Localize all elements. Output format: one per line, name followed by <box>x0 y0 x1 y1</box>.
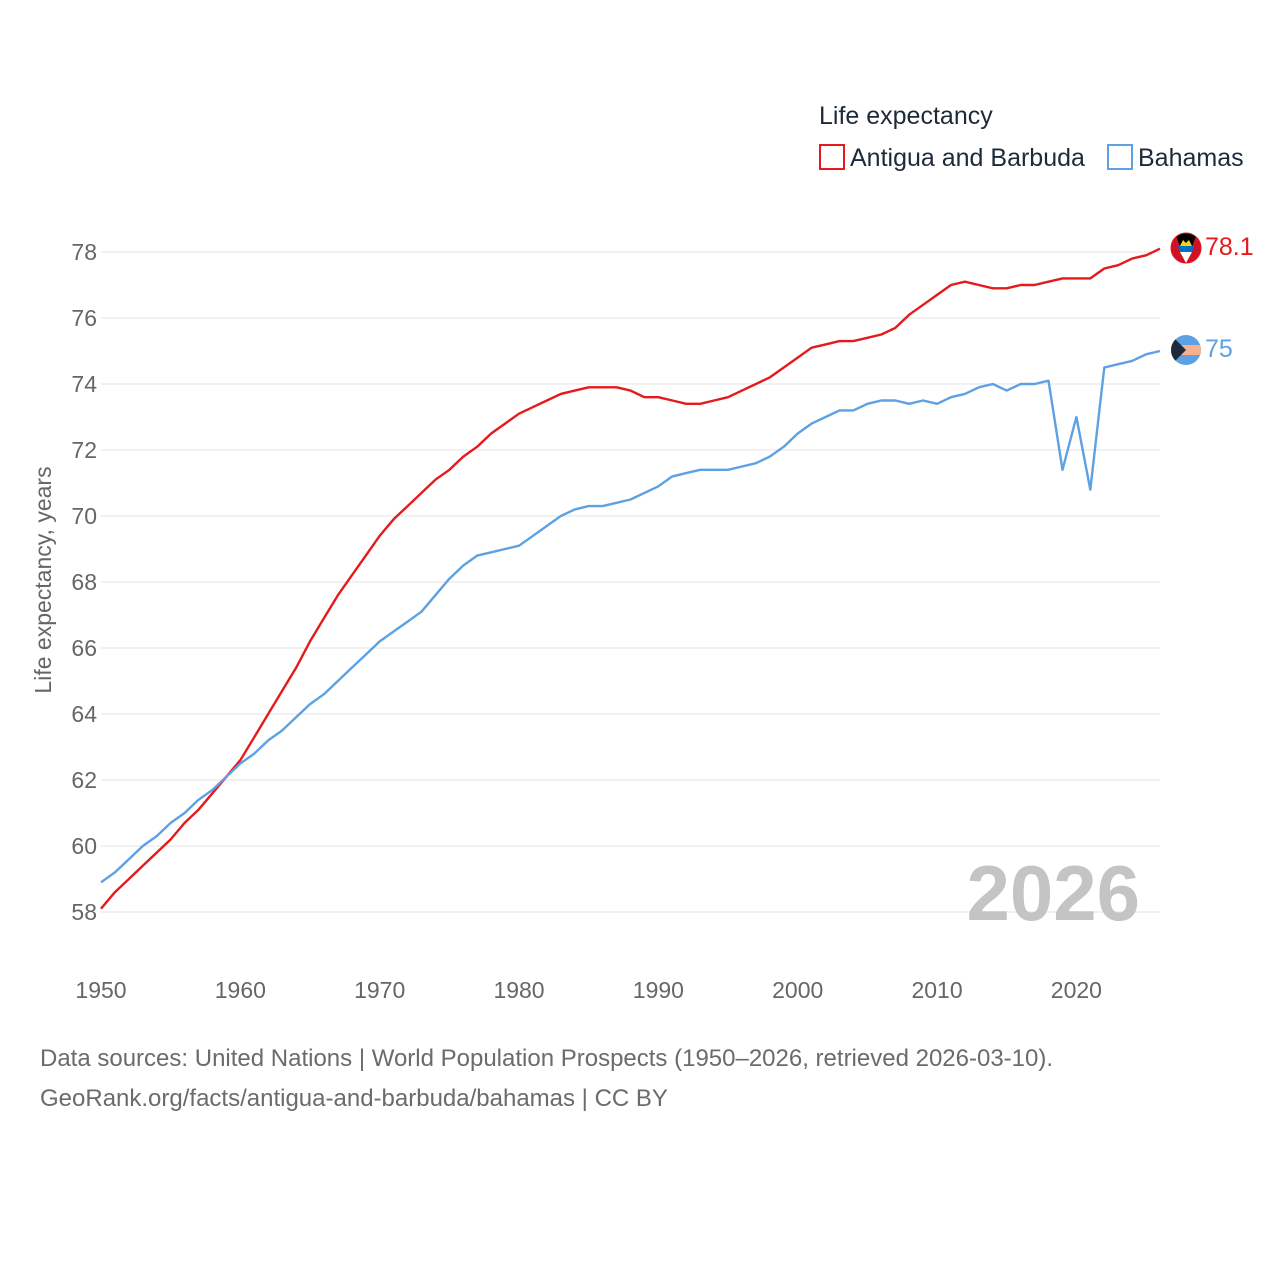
legend-label-bahamas: Bahamas <box>1138 144 1244 172</box>
y-tick-label: 62 <box>71 767 97 793</box>
legend-item-bahamas[interactable]: Bahamas <box>1107 144 1244 172</box>
y-tick-label: 66 <box>71 635 97 661</box>
x-tick-label: 1980 <box>493 977 544 1003</box>
legend-swatch-antigua <box>819 144 845 170</box>
antigua-flag-icon <box>1170 232 1202 264</box>
legend-label-antigua: Antigua and Barbuda <box>850 144 1085 172</box>
series-line-antigua[interactable] <box>100 247 1161 910</box>
x-tick-label: 1950 <box>75 977 126 1003</box>
bahamas-flag-icon <box>1171 335 1201 365</box>
x-tick-label: 2010 <box>911 977 962 1003</box>
x-tick-label: 1970 <box>354 977 405 1003</box>
y-axis-ticks: 58 60 62 64 66 68 70 72 74 76 78 <box>71 239 97 925</box>
x-tick-label: 2020 <box>1051 977 1102 1003</box>
x-tick-label: 1990 <box>633 977 684 1003</box>
y-tick-label: 78 <box>71 239 97 265</box>
legend-swatch-bahamas <box>1107 144 1133 170</box>
x-tick-label: 2000 <box>772 977 823 1003</box>
y-tick-label: 64 <box>71 701 97 727</box>
y-axis-label: Life expectancy, years <box>30 466 56 693</box>
series-line-bahamas[interactable] <box>100 349 1161 884</box>
y-tick-label: 70 <box>71 503 97 529</box>
y-tick-label: 72 <box>71 437 97 463</box>
x-tick-label: 1960 <box>215 977 266 1003</box>
y-tick-label: 74 <box>71 371 97 397</box>
grid-lines <box>101 251 1160 913</box>
x-axis-ticks: 1950 1960 1970 1980 1990 2000 2010 2020 <box>75 977 1102 1003</box>
current-year-label: 2026 <box>966 849 1140 937</box>
y-tick-label: 60 <box>71 833 97 859</box>
footer-link[interactable]: GeoRank.org/facts/antigua-and-barbuda/ba… <box>40 1085 668 1112</box>
legend-item-antigua[interactable]: Antigua and Barbuda <box>819 144 1085 172</box>
line-chart: Life expectancy Antigua and Barbuda Baha… <box>30 102 1254 1003</box>
y-tick-label: 76 <box>71 305 97 331</box>
end-value-antigua: 78.1 <box>1205 233 1254 261</box>
footer-sources: Data sources: United Nations | World Pop… <box>40 1045 1054 1072</box>
y-tick-label: 68 <box>71 569 97 595</box>
end-value-bahamas: 75 <box>1205 335 1233 363</box>
y-tick-label: 58 <box>71 899 97 925</box>
legend-title: Life expectancy <box>819 102 993 130</box>
